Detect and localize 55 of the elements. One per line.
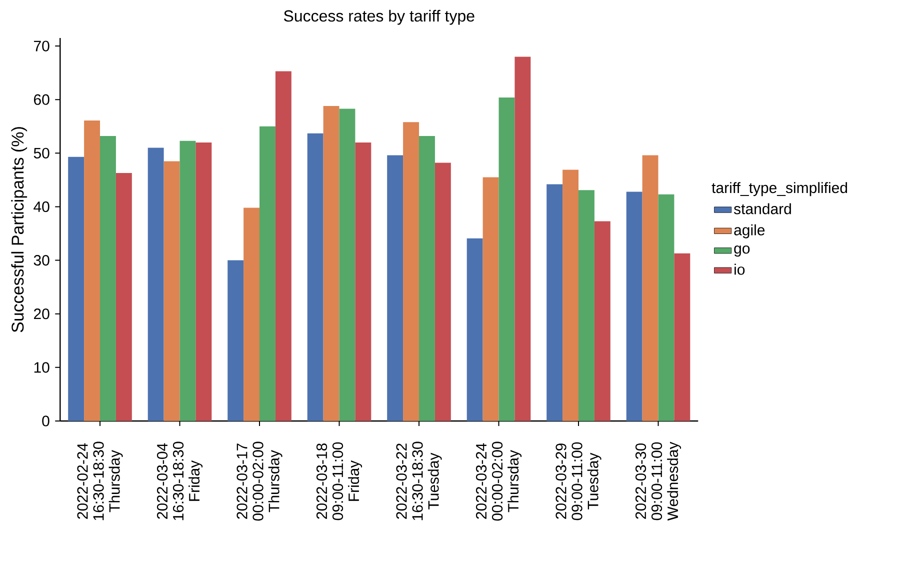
legend-title: tariff_type_simplified (712, 182, 848, 196)
x-tick-label: 2022-03-24 00:00-02:00 Thursday (476, 442, 522, 521)
bar (419, 136, 435, 421)
bar (228, 260, 244, 421)
bar (244, 208, 260, 421)
bar (658, 194, 674, 421)
x-tick-label: 2022-03-17 00:00-02:00 Thursday (236, 442, 282, 521)
y-tick-label: 20 (34, 308, 50, 320)
bar (260, 126, 276, 421)
bar (116, 172, 132, 421)
x-tick-label: 2022-03-04 16:30-18:30 Friday (156, 442, 203, 520)
y-tick-label: 10 (34, 362, 50, 373)
bar (578, 190, 594, 421)
y-tick-label: 70 (34, 40, 50, 52)
bar (642, 155, 658, 421)
bar (339, 108, 356, 421)
y-tick-label: 60 (34, 94, 50, 105)
bar (196, 142, 212, 421)
x-tick-label: 2022-03-30 09:00-11:00 Wednesday (635, 442, 682, 521)
bar (514, 56, 531, 421)
legend-label: agile (734, 224, 765, 238)
bar (84, 120, 100, 421)
legend-label: standard (734, 203, 791, 214)
bar (562, 170, 578, 421)
bar (68, 156, 84, 421)
bar (387, 155, 404, 421)
chart-title: Success rates by tariff type (284, 10, 474, 25)
bar (164, 161, 180, 421)
y-tick-label: 40 (34, 201, 50, 212)
x-tick-label: 2022-03-22 16:30-18:30 Tuesday (396, 442, 442, 520)
bar (546, 184, 563, 421)
bar (403, 122, 419, 421)
bar (307, 133, 324, 421)
bar (323, 106, 340, 421)
y-tick-label: 50 (34, 148, 50, 158)
bar (100, 136, 116, 421)
bar (180, 140, 196, 421)
bar (482, 177, 499, 421)
bar (674, 253, 690, 421)
y-tick-label: 30 (34, 254, 50, 266)
x-tick-label: 2022-03-29 09:00-11:00 Tuesday (556, 442, 602, 520)
y-tick-label: 0 (42, 416, 50, 426)
bar (434, 162, 451, 421)
x-tick-label: 2022-02-24 16:30-18:30 Thursday (77, 442, 123, 520)
x-tick-label: 2022-03-18 09:00-11:00 Friday (316, 442, 362, 520)
y-axis-title: Successful Participants (%) (11, 127, 28, 332)
bar (466, 238, 483, 421)
bar (355, 142, 372, 421)
bar (626, 192, 642, 421)
bar (594, 221, 610, 421)
legend-label: go (734, 245, 750, 257)
legend-label: io (734, 264, 745, 275)
bar (148, 148, 164, 421)
bar (275, 71, 292, 421)
bar (498, 97, 515, 421)
